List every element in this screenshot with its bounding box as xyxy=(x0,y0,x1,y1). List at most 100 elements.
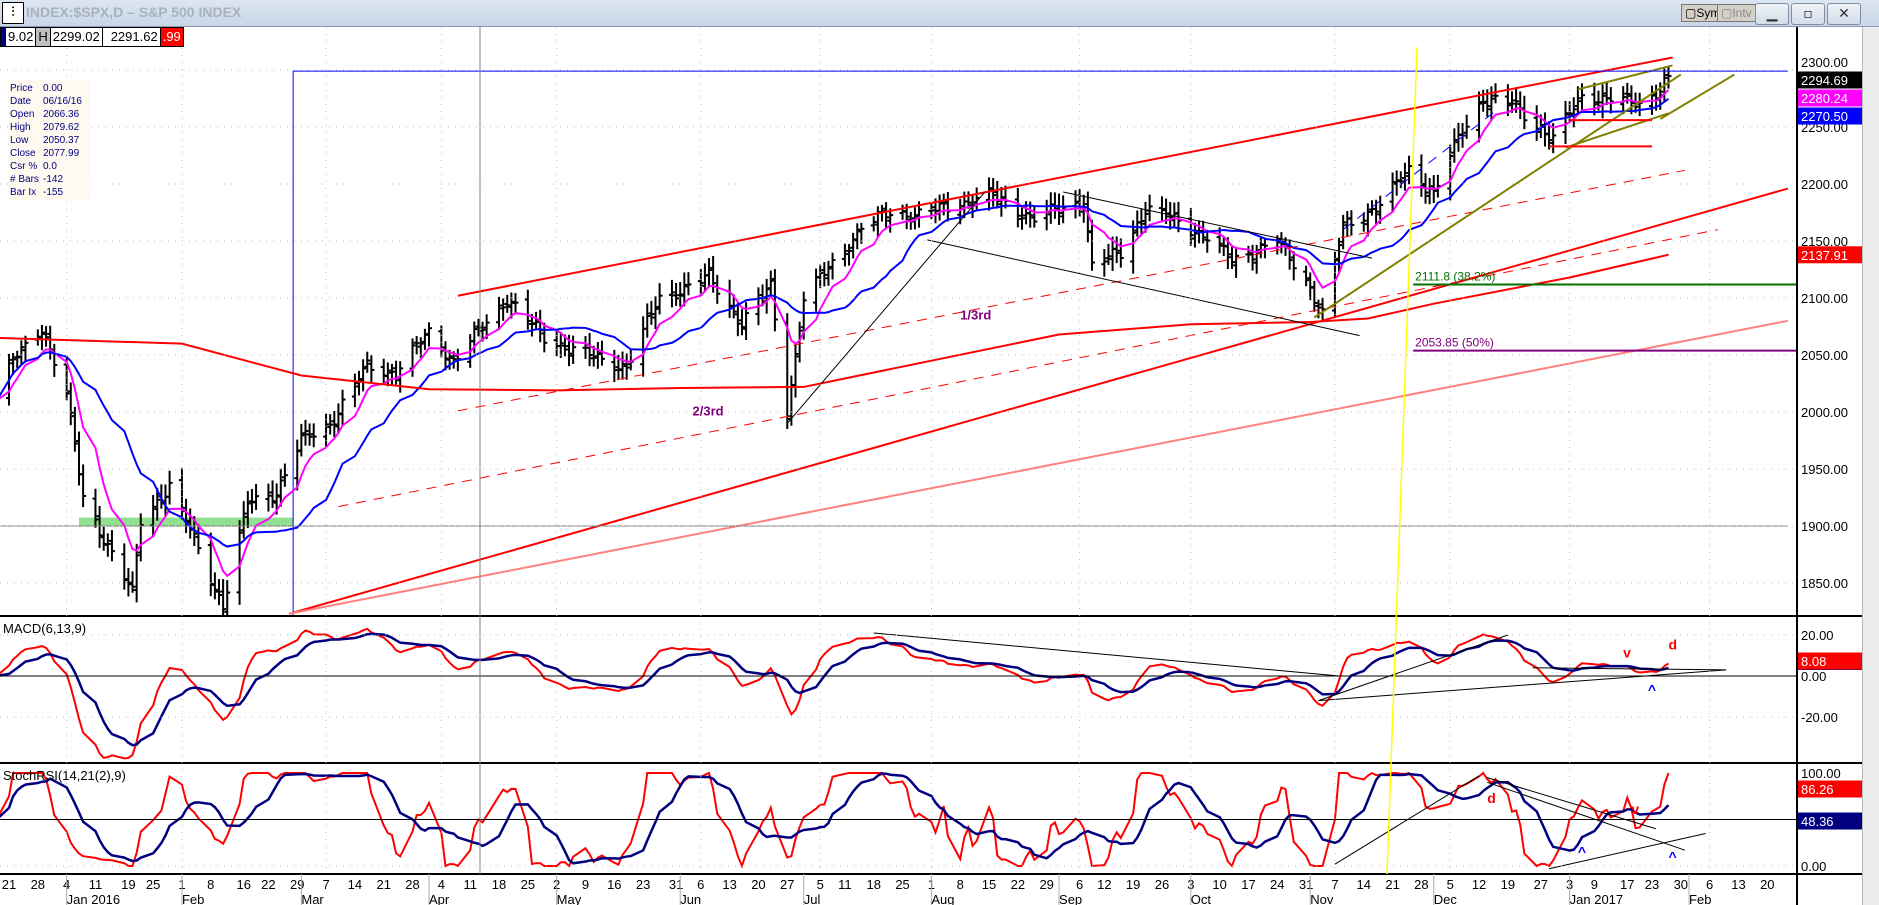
price-bar xyxy=(1257,236,1264,259)
x-tick-label: 28 xyxy=(1414,877,1428,892)
price-bar xyxy=(1253,244,1260,274)
price-bar xyxy=(236,520,243,605)
price-bar xyxy=(417,337,424,358)
macd-value-tag-bg xyxy=(1798,652,1862,670)
price-bar xyxy=(269,480,276,509)
price-bar xyxy=(1406,155,1413,185)
macd-trendline xyxy=(1318,634,1509,702)
info-row: High 2079.62 xyxy=(10,121,88,134)
ma-fast-value-tag-bg xyxy=(1798,89,1862,107)
info-value: 0.00 xyxy=(43,83,63,94)
price-bar xyxy=(697,268,704,296)
x-tick-label: 6 xyxy=(697,877,704,892)
x-tick-label: 17 xyxy=(1241,877,1255,892)
price-bar xyxy=(1492,83,1499,104)
bar-chart-icon[interactable]: ⫶ xyxy=(2,2,24,24)
stochrsi-axis-label: 0.00 xyxy=(1801,859,1826,874)
x-tick-label: 20 xyxy=(1760,877,1774,892)
close-button[interactable]: ✕ xyxy=(1827,3,1861,25)
x-tick-label: 13 xyxy=(722,877,736,892)
x-tick-label: 6 xyxy=(1706,877,1713,892)
sym-button[interactable]: ▢Sym xyxy=(1681,4,1725,22)
price-bar xyxy=(121,543,128,590)
price-bar xyxy=(100,526,107,551)
x-tick-label: 13 xyxy=(1731,877,1745,892)
price-bar xyxy=(640,316,647,377)
price-bar xyxy=(1517,91,1524,120)
x-tick-label: 25 xyxy=(895,877,909,892)
price-bar xyxy=(986,177,993,211)
price-bar xyxy=(582,336,589,359)
price-bar xyxy=(570,335,577,364)
x-tick-label: 7 xyxy=(322,877,329,892)
ma-mid-value-tag: 2270.50 xyxy=(1801,109,1848,124)
x-tick-label: 15 xyxy=(982,877,996,892)
quote-open: 9.02 xyxy=(1,28,37,46)
price-bar xyxy=(673,282,680,306)
restore-button[interactable]: ▫ xyxy=(1791,3,1825,25)
x-tick-label: 11 xyxy=(463,877,477,892)
x-tick-label: 7 xyxy=(1331,877,1338,892)
vertical-scrollbar[interactable] xyxy=(1862,27,1879,905)
price-bar xyxy=(841,243,848,267)
price-bar xyxy=(446,349,453,370)
price-bar xyxy=(870,216,877,232)
price-bar xyxy=(1290,251,1297,281)
x-month-label: Nov xyxy=(1310,892,1334,905)
price-bar xyxy=(277,468,284,507)
x-tick-label: 22 xyxy=(1011,877,1025,892)
price-bar xyxy=(1191,222,1198,248)
x-tick-label: 18 xyxy=(867,877,881,892)
trendline xyxy=(1659,73,1735,120)
price-bar xyxy=(1451,128,1458,163)
price-bar xyxy=(965,191,972,209)
x-tick-label: 31 xyxy=(669,877,683,892)
price-bar xyxy=(858,222,865,244)
price-bar xyxy=(1620,86,1627,115)
price-bar xyxy=(1047,192,1054,224)
price-bar xyxy=(1541,112,1548,147)
price-bar xyxy=(1167,201,1174,230)
price-bar xyxy=(1331,251,1338,319)
x-tick-label: 19 xyxy=(121,877,135,892)
price-axis-label: 1950.00 xyxy=(1801,462,1848,477)
price-bar xyxy=(47,325,54,360)
stochrsi-d-value-tag-bg xyxy=(1798,812,1862,830)
price-bar xyxy=(1088,219,1095,271)
price-bar xyxy=(216,579,223,606)
stochrsi-annotation: d xyxy=(1487,790,1496,806)
stochrsi-trendline xyxy=(1487,781,1686,851)
price-bar xyxy=(38,324,45,351)
price-bar xyxy=(298,423,305,457)
trendline xyxy=(288,319,1789,615)
cursor-line xyxy=(1386,47,1418,875)
price-bar xyxy=(1393,170,1400,196)
price-bar xyxy=(738,309,745,336)
price-bar xyxy=(1084,191,1091,243)
x-tick-label: 4 xyxy=(438,877,445,892)
x-month-label: Jan 2017 xyxy=(1570,892,1624,905)
stochrsi-label: StochRSI(14,21(2),9) xyxy=(3,768,126,783)
price-axis-label: 2100.00 xyxy=(1801,291,1848,306)
price-bar xyxy=(43,326,50,347)
minimize-button[interactable]: ▁ xyxy=(1755,3,1789,25)
price-panel xyxy=(0,56,1797,615)
macd-panel xyxy=(0,627,1727,760)
restore-icon: ▫ xyxy=(1803,6,1813,22)
price-bar xyxy=(726,279,733,318)
trendline xyxy=(288,187,1789,615)
price-bar xyxy=(598,340,605,366)
price-chart[interactable]: 2300.002250.002200.002150.002100.002050.… xyxy=(0,27,1862,905)
price-bar xyxy=(508,292,515,319)
price-bar xyxy=(426,322,433,347)
info-row: Date 06/16/16 xyxy=(10,95,88,108)
price-bar xyxy=(685,272,692,296)
intv-button[interactable]: ▢Intv xyxy=(1717,4,1756,22)
price-bar xyxy=(594,342,601,369)
price-bar xyxy=(557,332,564,359)
window-title: INDEX:$SPX,D – S&P 500 INDEX xyxy=(26,4,242,20)
price-bar xyxy=(734,302,741,337)
ma-long-value-tag: 2137.91 xyxy=(1801,248,1848,263)
price-bar xyxy=(1216,227,1223,254)
price-bar xyxy=(108,530,115,562)
